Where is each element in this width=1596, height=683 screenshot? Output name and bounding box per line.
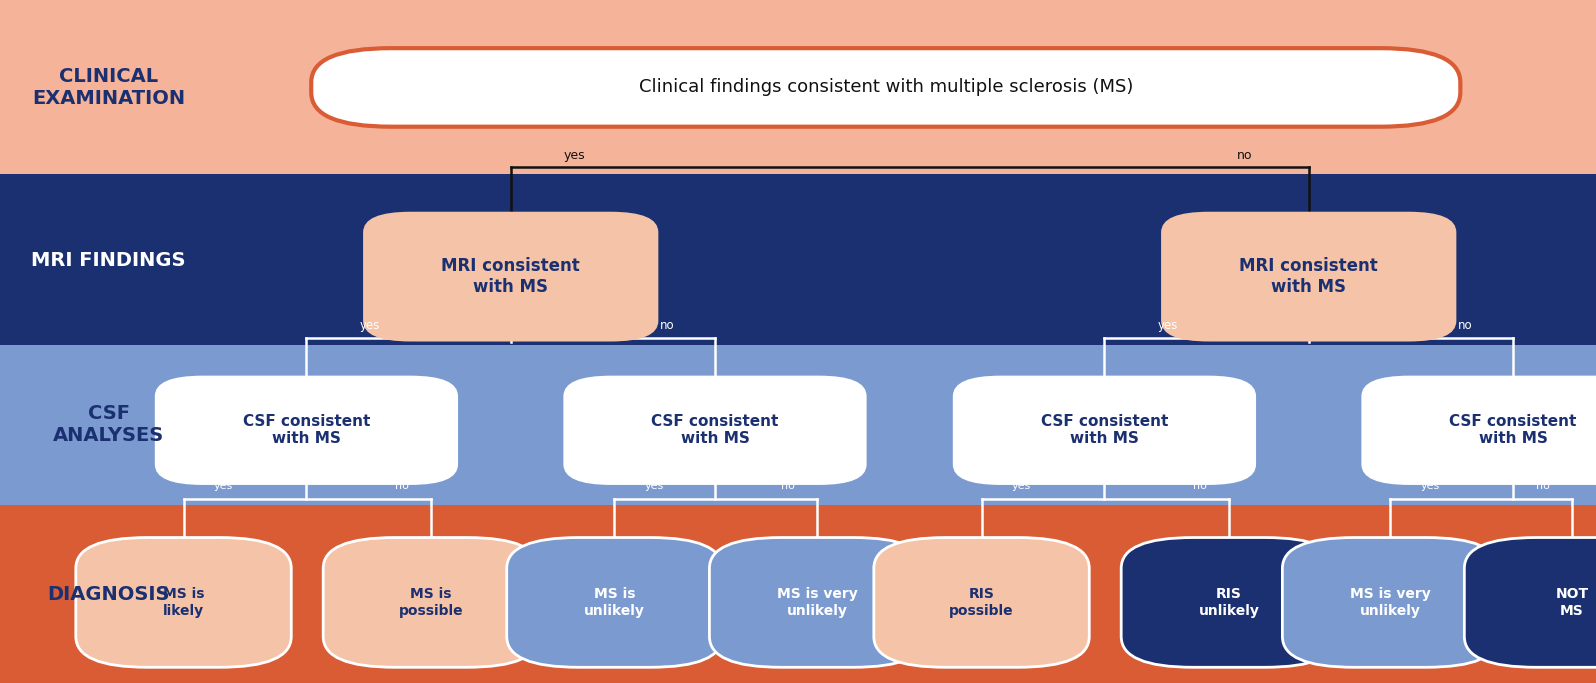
Text: MS is very
unlikely: MS is very unlikely [1350, 587, 1430, 617]
Text: MRI consistent
with MS: MRI consistent with MS [442, 257, 579, 296]
Text: MRI consistent
with MS: MRI consistent with MS [1240, 257, 1377, 296]
Text: MS is
possible: MS is possible [399, 587, 463, 617]
FancyBboxPatch shape [508, 538, 721, 667]
Text: no: no [659, 319, 675, 333]
FancyBboxPatch shape [77, 538, 290, 667]
Text: no: no [1194, 482, 1207, 491]
Text: CSF consistent
with MS: CSF consistent with MS [1041, 414, 1168, 447]
Text: MRI FINDINGS: MRI FINDINGS [32, 251, 185, 270]
Text: yes: yes [214, 482, 233, 491]
FancyBboxPatch shape [155, 376, 458, 485]
Text: CSF
ANALYSES: CSF ANALYSES [53, 404, 164, 445]
Text: Clinical findings consistent with multiple sclerosis (MS): Clinical findings consistent with multip… [638, 79, 1133, 96]
Text: no: no [782, 482, 795, 491]
Text: yes: yes [1012, 482, 1031, 491]
Text: MS is
unlikely: MS is unlikely [584, 587, 645, 617]
Text: CSF consistent
with MS: CSF consistent with MS [651, 414, 779, 447]
FancyBboxPatch shape [563, 376, 867, 485]
Text: yes: yes [1420, 482, 1440, 491]
Bar [0, 174, 1596, 345]
FancyBboxPatch shape [364, 212, 658, 342]
Text: no: no [1537, 482, 1550, 491]
FancyBboxPatch shape [1282, 538, 1497, 667]
FancyBboxPatch shape [953, 376, 1256, 485]
Text: CSF consistent
with MS: CSF consistent with MS [243, 414, 370, 447]
Text: MS is
likely: MS is likely [163, 587, 204, 617]
Text: CLINICAL
EXAMINATION: CLINICAL EXAMINATION [32, 67, 185, 108]
Text: yes: yes [645, 482, 664, 491]
FancyBboxPatch shape [1361, 376, 1596, 485]
Text: no: no [1457, 319, 1473, 333]
Text: MS is very
unlikely: MS is very unlikely [777, 587, 857, 617]
Text: no: no [1237, 148, 1253, 162]
Bar [0, 505, 1596, 683]
Text: CSF consistent
with MS: CSF consistent with MS [1449, 414, 1577, 447]
Text: RIS
unlikely: RIS unlikely [1199, 587, 1259, 617]
FancyBboxPatch shape [322, 538, 539, 667]
Text: NOT
MS: NOT MS [1556, 587, 1588, 617]
Text: RIS
possible: RIS possible [950, 587, 1013, 617]
FancyBboxPatch shape [875, 538, 1088, 667]
Text: no: no [396, 482, 409, 491]
FancyBboxPatch shape [311, 48, 1460, 127]
FancyBboxPatch shape [709, 538, 926, 667]
FancyBboxPatch shape [1120, 538, 1337, 667]
Text: yes: yes [1159, 319, 1178, 333]
Text: yes: yes [361, 319, 380, 333]
FancyBboxPatch shape [1160, 212, 1456, 342]
FancyBboxPatch shape [1464, 538, 1596, 667]
Text: DIAGNOSIS: DIAGNOSIS [48, 585, 169, 604]
Bar [0, 345, 1596, 505]
Text: yes: yes [563, 148, 586, 162]
Bar [0, 0, 1596, 174]
